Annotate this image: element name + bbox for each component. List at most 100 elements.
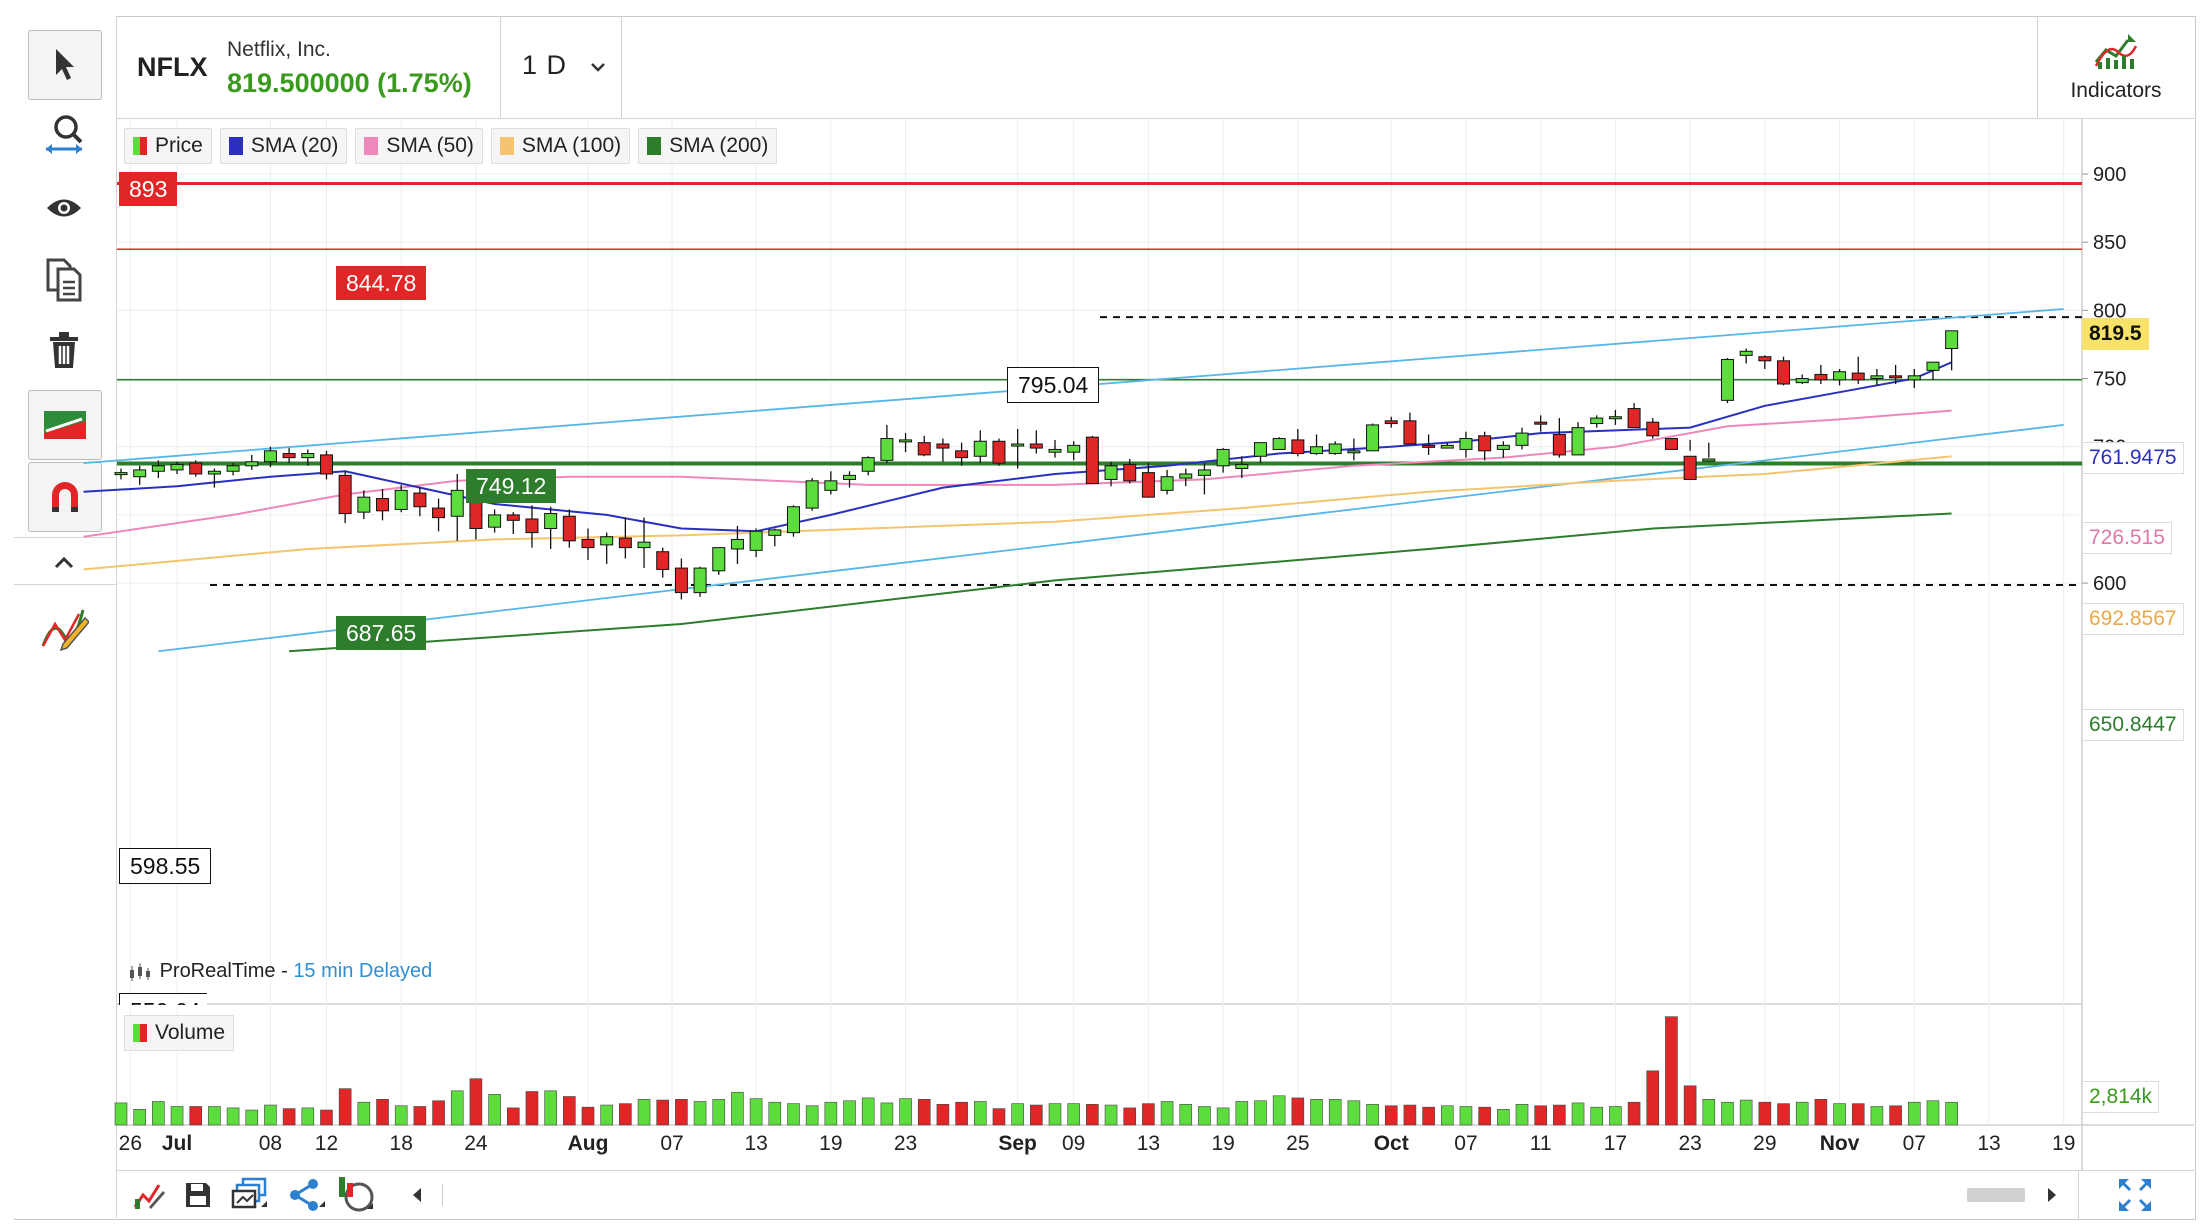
candle[interactable] — [581, 528, 595, 560]
legend-item-sma50[interactable]: SMA (50) — [355, 128, 483, 164]
candle[interactable] — [1291, 428, 1305, 457]
candle[interactable] — [1833, 368, 1847, 386]
candle[interactable] — [450, 473, 464, 541]
candle[interactable] — [917, 435, 931, 457]
candle[interactable] — [1534, 415, 1548, 432]
candle[interactable] — [1104, 461, 1118, 487]
candle[interactable] — [263, 446, 277, 468]
candle[interactable] — [768, 528, 782, 547]
candle[interactable] — [1197, 463, 1211, 495]
candle[interactable] — [1515, 427, 1529, 450]
candle[interactable] — [525, 505, 539, 548]
candle[interactable] — [189, 460, 203, 477]
candle[interactable] — [301, 449, 315, 466]
candle[interactable] — [488, 509, 502, 533]
pointer-tool[interactable] — [28, 30, 102, 100]
candle[interactable] — [1571, 422, 1585, 456]
candle[interactable] — [618, 517, 632, 559]
trend-tool[interactable] — [28, 390, 102, 460]
candle[interactable] — [1123, 458, 1137, 484]
candle[interactable] — [1945, 330, 1959, 371]
candle[interactable] — [1179, 468, 1193, 487]
candle[interactable] — [637, 517, 651, 569]
save-icon[interactable] — [183, 1180, 213, 1210]
candle[interactable] — [1328, 441, 1342, 455]
candle[interactable] — [955, 442, 969, 466]
candle[interactable] — [600, 532, 614, 564]
candle[interactable] — [656, 547, 670, 578]
candle[interactable] — [1814, 364, 1828, 384]
alert-icon[interactable] — [335, 1175, 375, 1215]
candle[interactable] — [861, 456, 875, 476]
candle[interactable] — [1403, 412, 1417, 445]
candle[interactable] — [674, 558, 688, 600]
candle[interactable] — [338, 471, 352, 524]
candle[interactable] — [544, 506, 558, 549]
level-label-795[interactable]: 795.04 — [1007, 367, 1100, 403]
candle[interactable] — [1440, 442, 1454, 449]
candle[interactable] — [1664, 438, 1678, 450]
level-label-893[interactable]: 893 — [119, 172, 178, 206]
candle[interactable] — [693, 566, 707, 597]
candle[interactable] — [562, 509, 576, 548]
scrollbar-thumb[interactable] — [1967, 1188, 2025, 1202]
candle[interactable] — [936, 438, 950, 462]
candle[interactable] — [843, 471, 857, 488]
layout-icon[interactable] — [231, 1177, 271, 1213]
delete-tool[interactable] — [28, 316, 100, 384]
candle[interactable] — [1422, 434, 1436, 455]
copy-tool[interactable] — [28, 246, 100, 314]
candle[interactable] — [1235, 456, 1249, 479]
fullscreen-icon[interactable] — [2117, 1177, 2153, 1213]
level-label-598[interactable]: 598.55 — [119, 848, 212, 884]
collapse-tools-button[interactable] — [28, 542, 100, 582]
legend-item-volume[interactable]: Volume — [124, 1015, 235, 1051]
candle[interactable] — [1011, 428, 1025, 469]
candle[interactable] — [880, 424, 894, 464]
candle[interactable] — [1739, 348, 1753, 364]
legend-item-sma20[interactable]: SMA (20) — [219, 128, 348, 164]
candle[interactable] — [1085, 435, 1099, 485]
candle[interactable] — [1366, 423, 1380, 452]
level-label-844[interactable]: 844.78 — [336, 266, 427, 300]
candle[interactable] — [133, 465, 147, 485]
candle[interactable] — [1160, 469, 1174, 495]
candle[interactable] — [973, 430, 987, 464]
candle[interactable] — [1926, 361, 1940, 380]
drawing-tool[interactable] — [28, 594, 100, 662]
candle[interactable] — [1590, 415, 1604, 428]
candle[interactable] — [245, 454, 259, 470]
candle[interactable] — [282, 448, 296, 464]
level-label-687[interactable]: 687.65 — [336, 616, 427, 650]
candle[interactable] — [1870, 368, 1884, 386]
candle[interactable] — [1777, 356, 1791, 386]
zoom-tool[interactable] — [28, 102, 100, 170]
legend-item-sma100[interactable]: SMA (100) — [490, 128, 631, 164]
level-label-749[interactable]: 749.12 — [466, 469, 557, 503]
candle[interactable] — [170, 461, 184, 474]
visibility-tool[interactable] — [28, 174, 100, 242]
candle[interactable] — [1795, 374, 1809, 384]
candle[interactable] — [805, 478, 819, 511]
candle[interactable] — [1253, 442, 1267, 464]
interval-select[interactable]: 1 D — [522, 50, 606, 81]
level-label-550[interactable]: 550.64 — [119, 993, 207, 1005]
candle[interactable] — [1702, 442, 1716, 462]
candle[interactable] — [1310, 434, 1324, 455]
candle[interactable] — [1683, 439, 1697, 480]
candle[interactable] — [151, 460, 165, 479]
candle[interactable] — [1646, 418, 1660, 439]
candle[interactable] — [786, 505, 800, 537]
candle[interactable] — [824, 471, 838, 495]
candle[interactable] — [1029, 430, 1043, 454]
candle[interactable] — [376, 488, 390, 521]
candle[interactable] — [1720, 358, 1734, 404]
legend-item-sma200[interactable]: SMA (200) — [638, 128, 778, 164]
candle[interactable] — [114, 468, 128, 480]
candle[interactable] — [1907, 368, 1921, 389]
candle[interactable] — [730, 525, 744, 564]
edit-chart-icon[interactable] — [131, 1177, 167, 1213]
candle[interactable] — [1216, 448, 1230, 473]
candle[interactable] — [1758, 355, 1772, 369]
magnet-tool[interactable] — [28, 462, 102, 532]
